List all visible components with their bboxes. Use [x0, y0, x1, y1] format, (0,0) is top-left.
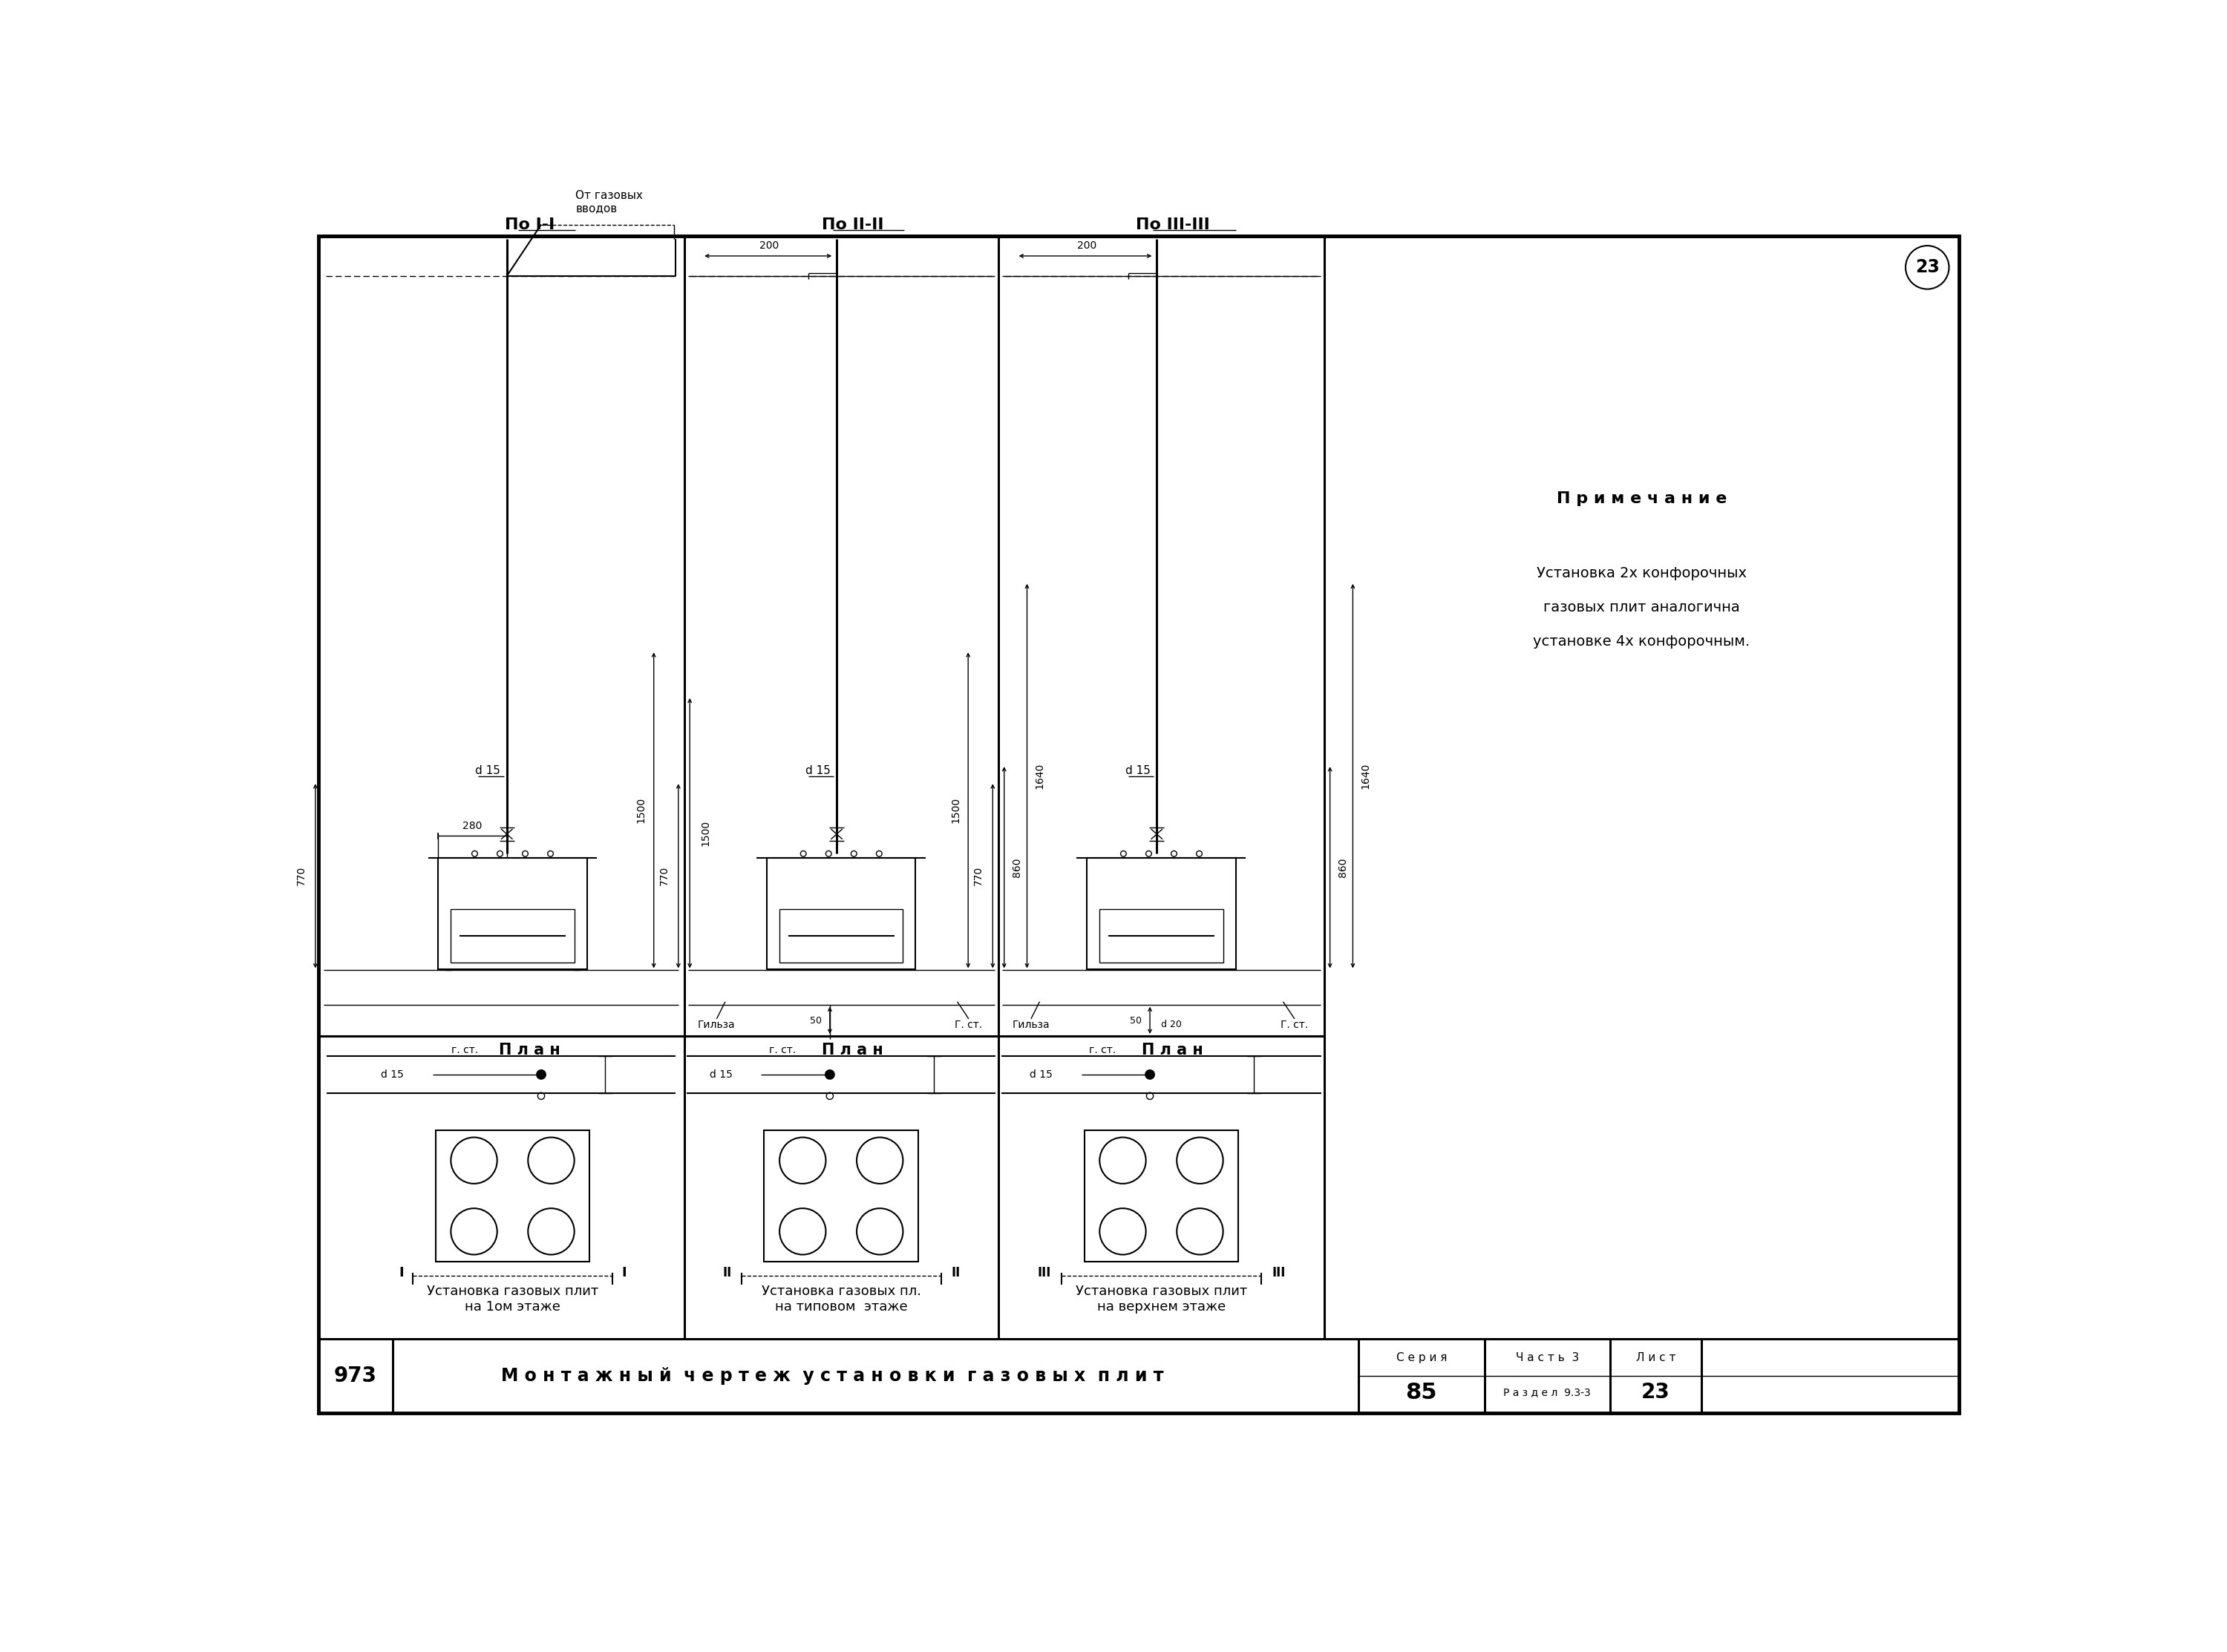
Text: II: II: [951, 1267, 960, 1280]
Text: Установка газовых плит
на верхнем этаже: Установка газовых плит на верхнем этаже: [1076, 1285, 1247, 1313]
Bar: [436, 1130, 590, 1262]
Circle shape: [1145, 1069, 1156, 1080]
Text: 860: 860: [1338, 857, 1347, 877]
Text: Установка 2х конфорочных: Установка 2х конфорочных: [1537, 567, 1746, 580]
Text: d 15: d 15: [381, 1069, 403, 1080]
Text: 200: 200: [1078, 241, 1096, 251]
Text: По II-II: По II-II: [822, 216, 884, 231]
Text: 85: 85: [1405, 1381, 1436, 1403]
Text: П л а н: П л а н: [499, 1042, 561, 1057]
Bar: [1002, 1056, 1321, 1094]
Text: 770: 770: [973, 866, 984, 885]
Text: d 15: d 15: [474, 765, 501, 776]
Text: П л а н: П л а н: [1142, 1042, 1203, 1057]
Text: 860: 860: [1011, 857, 1022, 877]
Text: 973: 973: [334, 1366, 376, 1386]
Text: Г. ст.: Г. ст.: [955, 1019, 982, 1029]
Text: 23: 23: [1641, 1383, 1670, 1403]
Text: I: I: [621, 1267, 626, 1280]
Text: Л и с т: Л и с т: [1637, 1351, 1675, 1363]
Bar: [766, 857, 915, 970]
Text: Ч а с т ь  3: Ч а с т ь 3: [1517, 1351, 1579, 1363]
Bar: [779, 909, 902, 961]
Text: 280: 280: [463, 821, 483, 831]
Text: Р а з д е л  9.3-3: Р а з д е л 9.3-3: [1503, 1388, 1590, 1398]
Text: III: III: [1272, 1267, 1285, 1280]
Circle shape: [824, 1069, 835, 1080]
Circle shape: [537, 1069, 546, 1080]
Bar: [1087, 857, 1236, 970]
Bar: [327, 1056, 681, 1094]
Text: 50: 50: [811, 1016, 822, 1026]
Text: г. ст.: г. ст.: [452, 1046, 479, 1056]
Text: II: II: [722, 1267, 730, 1280]
Bar: [439, 857, 588, 970]
Text: d 20: d 20: [1160, 1019, 1183, 1029]
Text: 50: 50: [1129, 1016, 1142, 1026]
Text: 770: 770: [296, 866, 307, 885]
Text: По I-I: По I-I: [506, 216, 555, 231]
Text: Гильза: Гильза: [1013, 1019, 1049, 1029]
Text: 1500: 1500: [702, 819, 710, 846]
Bar: [1100, 909, 1223, 961]
Text: d 15: d 15: [1125, 765, 1151, 776]
Text: Установка газовых пл.
на типовом  этаже: Установка газовых пл. на типовом этаже: [762, 1285, 922, 1313]
Text: г. ст.: г. ст.: [1089, 1046, 1116, 1056]
Bar: [1002, 970, 1321, 1004]
Bar: [323, 970, 679, 1004]
Text: 1640: 1640: [1033, 763, 1044, 790]
Text: С е р и я: С е р и я: [1396, 1351, 1448, 1363]
Text: 200: 200: [759, 241, 779, 251]
Text: d 15: d 15: [710, 1069, 733, 1080]
Text: 1640: 1640: [1361, 763, 1370, 790]
Text: установке 4х конфорочным.: установке 4х конфорочным.: [1532, 634, 1750, 649]
Text: d 15: d 15: [1029, 1069, 1053, 1080]
Bar: [1085, 1130, 1238, 1262]
Text: М о н т а ж н ы й  ч е р т е ж  у с т а н о в к и  г а з о в ы х  п л и т: М о н т а ж н ы й ч е р т е ж у с т а н …: [501, 1368, 1165, 1384]
Text: I: I: [399, 1267, 403, 1280]
Text: По III-III: По III-III: [1136, 216, 1209, 231]
Text: П л а н: П л а н: [822, 1042, 884, 1057]
Text: Установка газовых плит
на 1ом этаже: Установка газовых плит на 1ом этаже: [428, 1285, 599, 1313]
Text: г. ст.: г. ст.: [768, 1046, 795, 1056]
Bar: [688, 970, 995, 1004]
Text: Г. ст.: Г. ст.: [1281, 1019, 1307, 1029]
Bar: [686, 1056, 995, 1094]
Text: 1500: 1500: [637, 798, 646, 823]
Bar: [764, 1130, 918, 1262]
Text: Гильза: Гильза: [697, 1019, 735, 1029]
Text: газовых плит аналогична: газовых плит аналогична: [1543, 600, 1739, 615]
Bar: [450, 909, 575, 961]
Text: От газовых
вводов: От газовых вводов: [575, 190, 644, 213]
Text: П р и м е ч а н и е: П р и м е ч а н и е: [1557, 491, 1726, 506]
Text: 23: 23: [1915, 258, 1940, 276]
Text: 1500: 1500: [951, 798, 960, 823]
Text: 770: 770: [659, 866, 670, 885]
Text: III: III: [1038, 1267, 1051, 1280]
Text: d 15: d 15: [806, 765, 831, 776]
